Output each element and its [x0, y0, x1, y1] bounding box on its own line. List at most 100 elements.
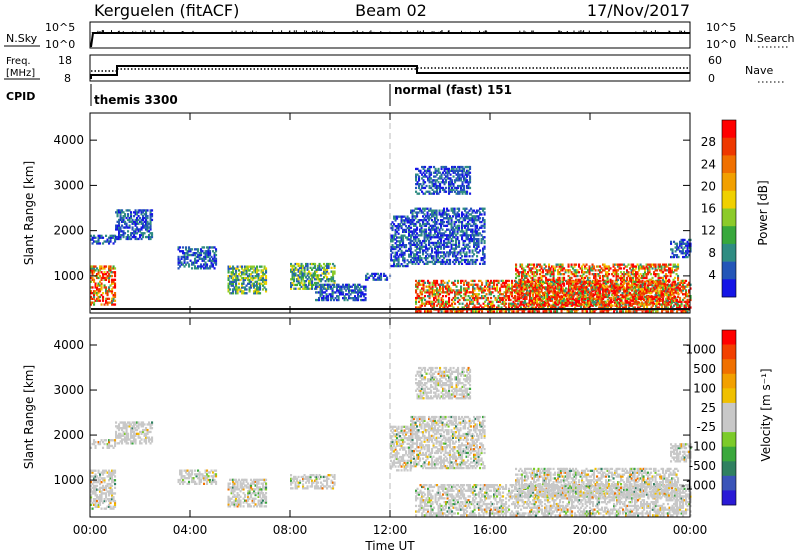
range-gate-cell — [599, 279, 602, 283]
range-gate-cell — [437, 245, 440, 248]
range-gate-cell — [390, 240, 393, 243]
range-gate-cell — [114, 278, 117, 281]
range-gate-cell — [254, 292, 257, 295]
range-gate-cell — [477, 243, 480, 246]
range-gate-cell — [227, 265, 230, 268]
range-gate-cell — [466, 302, 469, 305]
range-gate-cell — [463, 306, 466, 309]
range-gate-cell — [610, 296, 613, 300]
range-gate-cell — [201, 257, 204, 260]
range-gate-cell — [438, 251, 441, 254]
range-gate-cell — [494, 289, 497, 292]
range-gate-cell — [488, 287, 491, 290]
range-gate-cell — [482, 257, 485, 260]
range-gate-cell — [259, 286, 262, 289]
range-gate-cell — [105, 265, 108, 268]
range-gate-cell — [491, 304, 494, 307]
range-gate-cell — [465, 207, 468, 210]
range-gate-cell — [440, 304, 443, 307]
range-gate-cell — [466, 190, 469, 193]
range-gate-cell — [461, 226, 464, 229]
range-gate-cell — [397, 215, 400, 218]
range-gate-cell — [402, 236, 405, 239]
range-gate-cell — [108, 269, 111, 272]
range-gate-cell — [414, 236, 417, 239]
range-gate-cell — [441, 234, 444, 237]
range-gate-cell — [294, 272, 297, 275]
range-gate-cell — [414, 249, 417, 252]
range-gate-cell — [423, 241, 426, 245]
range-gate-cell — [535, 295, 538, 298]
range-gate-cell — [453, 249, 456, 252]
range-gate-cell — [137, 237, 140, 241]
range-gate-cell — [230, 284, 233, 287]
range-gate-cell — [131, 232, 134, 235]
range-gate-cell — [334, 297, 337, 300]
range-gate-cell — [415, 310, 418, 313]
range-gate-cell — [146, 222, 149, 225]
range-gate-cell — [293, 264, 296, 268]
range-gate-cell — [457, 279, 460, 283]
range-gate-cell — [397, 257, 400, 260]
range-gate-cell — [99, 299, 102, 302]
range-gate-cell — [325, 289, 328, 292]
range-gate-cell — [96, 273, 99, 276]
range-gate-cell — [558, 276, 561, 280]
range-gate-cell — [312, 266, 315, 269]
range-gate-cell — [463, 169, 466, 172]
range-gate-cell — [421, 302, 424, 305]
range-gate-cell — [467, 238, 470, 241]
range-gate-cell — [206, 252, 209, 255]
date-title: 17/Nov/2017 — [587, 1, 690, 20]
range-gate-cell — [203, 252, 206, 255]
range-gate-cell — [402, 215, 405, 218]
range-gate-cell — [499, 298, 502, 302]
range-gate-cell — [428, 169, 431, 172]
range-gate-cell — [457, 281, 460, 284]
range-gate-cell — [483, 211, 486, 214]
range-gate-cell — [452, 255, 455, 258]
range-gate-cell — [447, 220, 450, 224]
range-gate-cell — [479, 211, 482, 214]
range-gate-cell — [418, 192, 421, 195]
range-gate-cell — [490, 304, 493, 307]
range-gate-cell — [125, 226, 128, 229]
range-gate-cell — [446, 220, 449, 224]
range-gate-cell — [512, 289, 515, 292]
range-gate-cell — [442, 188, 445, 191]
range-gate-cell — [393, 215, 396, 218]
range-gate-cell — [149, 211, 152, 214]
range-gate-cell — [414, 207, 417, 210]
range-gate-cell — [346, 287, 349, 290]
range-gate-cell — [139, 235, 142, 239]
range-gate-cell — [131, 218, 134, 222]
range-gate-cell — [430, 192, 433, 195]
range-gate-cell — [399, 247, 402, 251]
range-gate-cell — [461, 258, 464, 262]
range-gate-cell — [265, 290, 268, 293]
range-gate-cell — [436, 291, 439, 294]
range-gate-cell — [451, 169, 454, 172]
range-gate-cell — [586, 310, 589, 313]
range-gate-cell — [186, 253, 189, 257]
range-gate-cell — [439, 289, 442, 292]
range-gate-cell — [256, 273, 259, 276]
range-gate-cell — [302, 278, 305, 281]
range-gate-cell — [447, 228, 450, 231]
range-gate-cell — [416, 211, 419, 214]
range-gate-cell — [121, 209, 124, 212]
range-gate-cell — [305, 262, 308, 266]
range-gate-cell — [215, 261, 218, 264]
range-gate-cell — [334, 291, 337, 294]
range-gate-cell — [207, 250, 210, 253]
range-gate-cell — [435, 220, 438, 224]
range-gate-cell — [464, 239, 467, 243]
range-gate-cell — [327, 278, 330, 281]
range-gate-cell — [416, 283, 419, 286]
range-gate-cell — [103, 271, 106, 274]
range-gate-cell — [108, 236, 111, 239]
range-gate-cell — [468, 222, 471, 226]
range-gate-cell — [114, 303, 117, 306]
range-gate-cell — [485, 283, 488, 286]
range-gate-cell — [483, 220, 486, 224]
